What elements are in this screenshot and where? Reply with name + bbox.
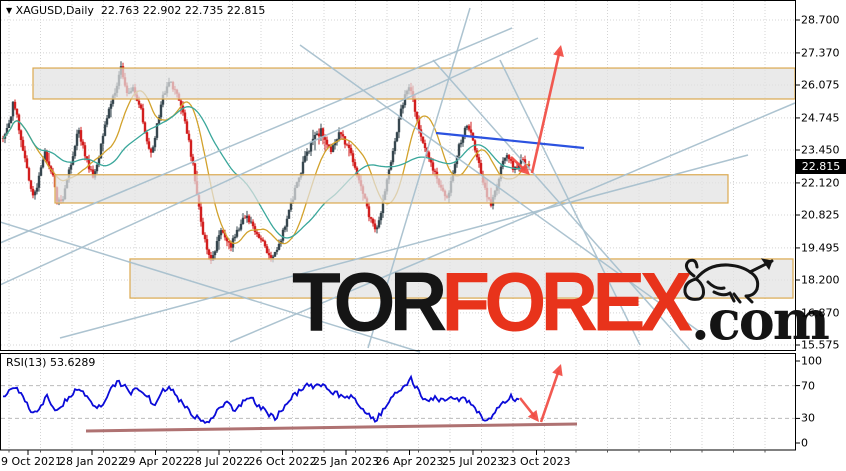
price-axis-label: 16.870 bbox=[801, 306, 840, 320]
rsi-line bbox=[3, 374, 520, 425]
watermark-com: .com bbox=[691, 288, 830, 352]
rsi-axis-label: 100 bbox=[801, 354, 822, 368]
trendline bbox=[367, 7, 471, 349]
price-axis-label: 19.495 bbox=[801, 241, 840, 255]
forecast-up-arrow bbox=[530, 51, 561, 174]
rsi-trendline bbox=[85, 422, 578, 433]
ohlc-open: 22.763 bbox=[100, 4, 140, 17]
blue-resistance-line bbox=[435, 131, 585, 150]
price-axis-label: 15.575 bbox=[801, 338, 840, 352]
watermark-tor: TOR bbox=[292, 255, 447, 349]
bull-logo-icon bbox=[683, 258, 774, 304]
rsi-axis-label: 0 bbox=[801, 436, 808, 450]
price-axis-label: 18.200 bbox=[801, 273, 840, 287]
support-resistance-zone bbox=[129, 258, 794, 299]
price-axis-label: 27.370 bbox=[801, 46, 840, 60]
forecast-up-arrow-head bbox=[553, 45, 564, 57]
trendline bbox=[229, 102, 796, 343]
rsi-axis-label: 70 bbox=[801, 379, 815, 393]
rsi-axis-label: 30 bbox=[801, 411, 815, 425]
symbol-label: XAGUSD,Daily bbox=[15, 4, 94, 17]
date-label: 29 Oct 2021 bbox=[0, 455, 63, 468]
ma-slow-line bbox=[2, 106, 530, 239]
trendline bbox=[59, 154, 749, 339]
price-axis-label: 26.075 bbox=[801, 78, 840, 92]
rsi-pane-border bbox=[0, 353, 796, 451]
price-axis-label: 24.745 bbox=[801, 111, 840, 125]
date-label: 28 Jul 2022 bbox=[187, 455, 251, 468]
chart-header: ▼ XAGUSD,Daily 22.763 22.902 22.735 22.8… bbox=[6, 4, 265, 17]
date-label: 28 Jan 2022 bbox=[59, 455, 125, 468]
rsi-indicator-label: RSI(13) 53.6289 bbox=[6, 356, 96, 369]
date-label: 25 Jul 2023 bbox=[441, 455, 505, 468]
trendline bbox=[299, 44, 701, 333]
date-label: 25 Jan 2023 bbox=[313, 455, 379, 468]
forecast-down-arrow-head bbox=[518, 163, 530, 175]
ma-fast-line bbox=[2, 90, 530, 245]
date-label: 26 Oct 2022 bbox=[248, 455, 317, 468]
price-axis-label: 23.450 bbox=[801, 143, 840, 157]
symbol-dropdown-icon[interactable]: ▼ bbox=[6, 6, 13, 15]
watermark: TOR FOREX .com bbox=[292, 255, 830, 352]
ohlc-close: 22.815 bbox=[226, 4, 266, 17]
date-label: 26 Apr 2023 bbox=[375, 455, 444, 468]
watermark-forex: FOREX bbox=[441, 255, 693, 349]
support-resistance-zone bbox=[32, 67, 796, 100]
rsi-forecast-up-arrow bbox=[539, 369, 561, 423]
trendline bbox=[499, 59, 641, 346]
trendline bbox=[0, 221, 421, 353]
price-axis-label: 20.825 bbox=[801, 208, 840, 222]
ohlc-low: 22.735 bbox=[184, 4, 224, 17]
rsi-forecast-down-arrow-head bbox=[527, 409, 539, 422]
price-axis-label: 28.700 bbox=[801, 13, 840, 27]
trendline bbox=[432, 59, 691, 351]
last-price-tag: 22.815 bbox=[796, 159, 846, 174]
date-label: 29 Apr 2022 bbox=[121, 455, 190, 468]
ohlc-high: 22.902 bbox=[142, 4, 182, 17]
main-pane-border bbox=[0, 0, 796, 351]
trendline bbox=[0, 27, 513, 244]
price-axis-label: 22.120 bbox=[801, 176, 840, 190]
rsi-forecast-up-arrow-head bbox=[552, 364, 563, 377]
date-label: 23 Oct 2023 bbox=[502, 455, 571, 468]
support-resistance-zone bbox=[54, 174, 729, 204]
